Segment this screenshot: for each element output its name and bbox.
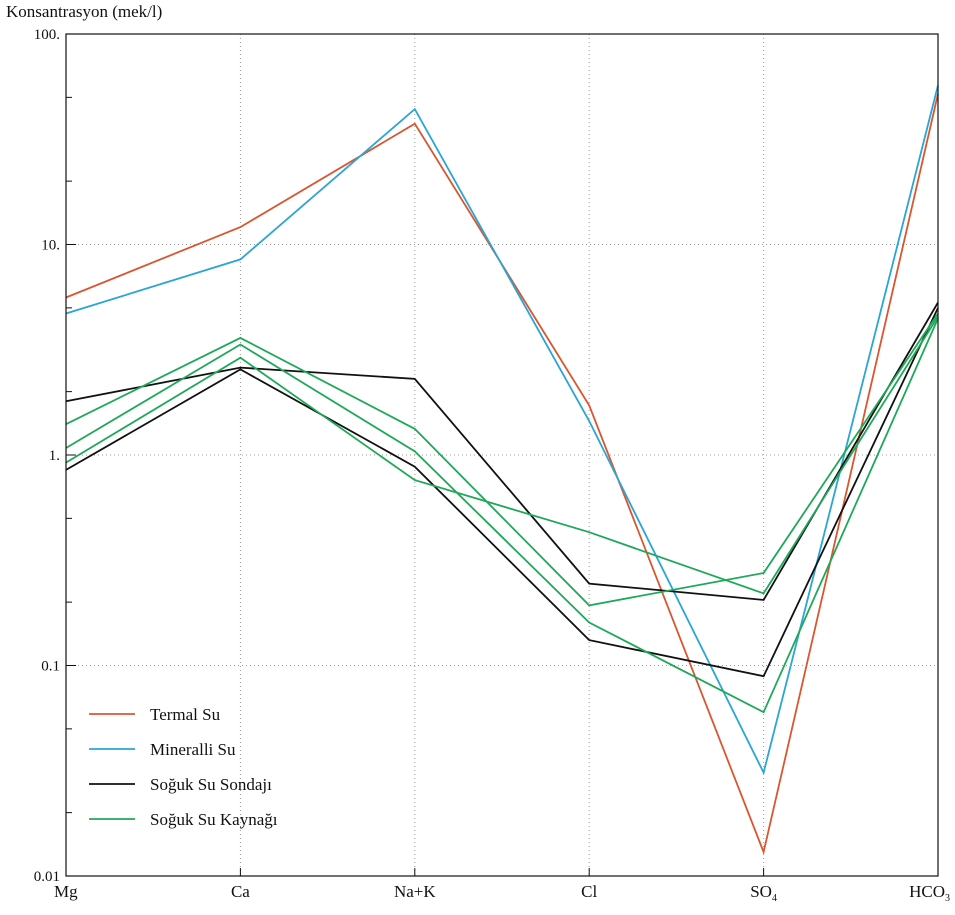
y-tick-label: 1. (49, 448, 60, 464)
legend-label: Mineralli Su (150, 740, 236, 759)
y-tick-label: 0.1 (41, 659, 60, 675)
x-tick-label: Cl (581, 882, 597, 901)
x-tick-label: Mg (54, 882, 78, 901)
legend-label: Soğuk Su Sondajı (150, 775, 272, 794)
series-line (65, 307, 939, 678)
series-line (65, 316, 939, 595)
x-tick-label: Ca (231, 882, 250, 901)
y-tick-label: 0.01 (34, 869, 60, 885)
legend-label: Termal Su (150, 705, 221, 724)
plot-frame (65, 33, 939, 877)
x-tick-label: Na+K (394, 882, 436, 901)
series-line (65, 85, 939, 776)
x-tick-label: SO4 (750, 882, 777, 904)
y-tick-label: 100. (34, 27, 60, 43)
legend-label: Soğuk Su Kaynağı (150, 810, 278, 829)
series-line (65, 312, 939, 607)
y-tick-label: 10. (41, 238, 60, 254)
series-line (65, 93, 939, 856)
x-tick-label: HCO3 (909, 882, 950, 904)
series-line (65, 318, 939, 714)
y-axis-title: Konsantrasyon (mek/l) (6, 2, 163, 21)
series-line (65, 302, 939, 601)
